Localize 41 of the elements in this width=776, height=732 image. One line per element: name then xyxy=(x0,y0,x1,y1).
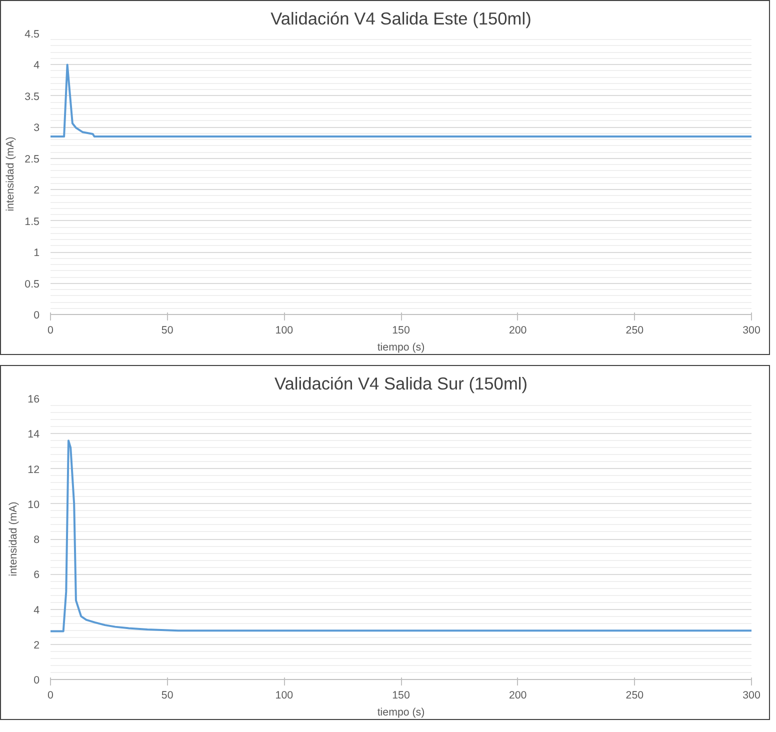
y-tick-label: 14 xyxy=(28,428,40,441)
line-series xyxy=(50,440,752,632)
x-axis-title: tiempo (s) xyxy=(377,342,425,354)
x-tick-label: 300 xyxy=(742,324,760,336)
x-tick-label: 50 xyxy=(161,324,174,336)
y-axis-title: intensidad (mA) xyxy=(8,502,20,576)
chart-title: Validación V4 Salida Sur (150ml) xyxy=(274,374,528,394)
y-tick-label: 10 xyxy=(28,498,40,511)
x-tick-label: 150 xyxy=(392,690,410,702)
x-tick-label: 0 xyxy=(48,324,54,336)
y-tick-label: 2 xyxy=(34,639,40,652)
y-tick-label: 16 xyxy=(28,394,40,406)
y-tick-label: 0 xyxy=(34,674,40,686)
chart-title: Validación V4 Salida Este (150ml) xyxy=(270,8,532,28)
x-tick-label: 250 xyxy=(626,690,644,702)
y-tick-label: 2 xyxy=(34,184,40,197)
y-axis-title: intensidad (mA) xyxy=(4,136,17,212)
y-tick-label: 12 xyxy=(28,464,40,476)
x-tick-label: 300 xyxy=(742,690,760,702)
y-tick-label: 1.5 xyxy=(24,216,40,228)
x-axis-title: tiempo (s) xyxy=(377,706,425,718)
y-tick-label: 2.5 xyxy=(24,153,40,166)
x-tick-label: 200 xyxy=(508,324,527,336)
y-tick-label: 4.5 xyxy=(24,28,40,40)
x-tick-label: 100 xyxy=(275,690,294,702)
y-tick-label: 3 xyxy=(34,122,40,134)
x-tick-label: 100 xyxy=(275,324,294,336)
x-tick-label: 50 xyxy=(161,690,174,702)
y-tick-label: 8 xyxy=(34,534,40,546)
x-tick-label: 200 xyxy=(508,690,527,702)
y-tick-label: 0.5 xyxy=(24,278,40,290)
x-tick-label: 0 xyxy=(48,690,54,702)
y-tick-label: 0 xyxy=(34,310,40,322)
y-tick-label: 4 xyxy=(34,604,40,616)
y-tick-label: 3.5 xyxy=(24,90,40,103)
line-series xyxy=(50,64,752,138)
x-tick-label: 250 xyxy=(626,324,644,336)
y-tick-label: 1 xyxy=(34,247,40,260)
y-tick-label: 6 xyxy=(34,569,40,582)
x-tick-label: 150 xyxy=(392,324,410,336)
y-tick-label: 4 xyxy=(34,60,40,72)
